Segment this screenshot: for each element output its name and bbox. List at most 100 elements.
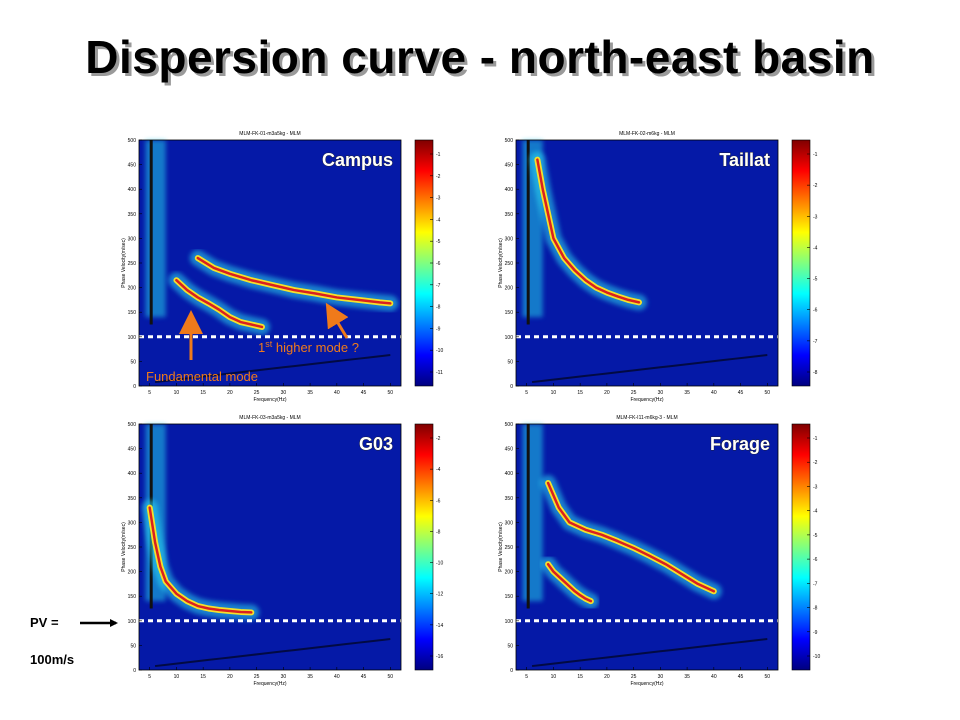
y-tick-label: 400 (128, 471, 137, 477)
y-tick-label: 500 (128, 138, 137, 144)
colorbar (791, 423, 811, 671)
colorbar-tick-label: -6 (813, 308, 818, 314)
colorbar-tick-label: -6 (813, 557, 818, 563)
x-axis-label: Frequency(Hz) (630, 681, 663, 687)
colorbar-tick-label: -8 (813, 370, 818, 376)
site-label-campus: Campus (322, 150, 393, 170)
colorbar (414, 423, 434, 671)
x-tick-label: 20 (227, 674, 233, 680)
y-tick-label: 300 (128, 236, 137, 242)
y-tick-label: 350 (505, 496, 514, 502)
x-tick-label: 20 (604, 674, 610, 680)
mode-a-peak (546, 562, 593, 603)
y-axis-label: Phase Velocity(m/sec) (498, 522, 504, 572)
x-tick-label: 20 (604, 390, 610, 396)
y-tick-label: 500 (505, 422, 514, 428)
slide-title: Dispersion curve - north-east basin (85, 31, 875, 83)
colorbar-tick-label: -8 (813, 606, 818, 612)
colorbar-tick-label: -10 (813, 654, 820, 660)
y-tick-label: 250 (505, 261, 514, 267)
y-tick-label: 300 (505, 520, 514, 526)
dispersion-plot-g03: 0 50 100 150 200 250 300 350 400 450 500 5 10 15 20 25 3… (115, 412, 535, 692)
mode-b-peak (196, 256, 392, 305)
y-tick-label: 250 (505, 545, 514, 551)
x-tick-label: 45 (361, 674, 367, 680)
y-tick-label: 450 (128, 163, 137, 169)
y-tick-label: 450 (128, 447, 137, 453)
colorbar-tick-label: -3 (813, 214, 818, 220)
x-tick-label: 5 (525, 390, 528, 396)
x-tick-label: 35 (307, 390, 313, 396)
y-tick-label: 100 (128, 335, 137, 341)
x-tick-label: 10 (551, 390, 557, 396)
site-label-taillat: Taillat (719, 150, 770, 170)
colorbar-tick-label: -2 (813, 460, 818, 466)
colorbar-tick-label: -7 (436, 283, 441, 289)
y-tick-label: 0 (133, 384, 136, 390)
y-tick-label: 150 (128, 594, 137, 600)
colorbar-tick-label: -2 (813, 183, 818, 189)
y-tick-label: 100 (505, 619, 514, 625)
y-tick-label: 400 (505, 471, 514, 477)
g03-chart-svg: 0 50 100 150 200 250 300 350 400 450 500 5 10 15 20 25 3… (121, 415, 443, 687)
colorbar-tick-label: -10 (436, 348, 443, 354)
y-tick-label: 250 (128, 545, 137, 551)
colorbar-tick-label: -2 (436, 436, 441, 442)
aliasing-curve (154, 638, 391, 668)
x-tick-label: 50 (765, 674, 771, 680)
colorbar-tick-label: -6 (436, 498, 441, 504)
mode-b-peak (546, 481, 716, 593)
colorbar-tick-label: -12 (436, 592, 443, 598)
site-label-forage: Forage (710, 434, 770, 454)
y-tick-label: 200 (128, 570, 137, 576)
x-tick-label: 10 (174, 390, 180, 396)
x-tick-label: 10 (174, 674, 180, 680)
y-tick-label: 50 (130, 359, 136, 365)
y-axis-label: Phase Velocity(m/sec) (498, 238, 504, 288)
colorbar-tick-label: -1 (813, 152, 818, 158)
y-tick-label: 500 (505, 138, 514, 144)
colorbar-tick-label: -4 (436, 467, 441, 473)
x-tick-label: 40 (334, 390, 340, 396)
colorbar-tick-label: -1 (436, 152, 441, 158)
x-axis-label: Frequency(Hz) (253, 681, 286, 687)
colorbar-tick-label: -5 (436, 239, 441, 245)
y-axis-label: Phase Velocity(m/sec) (121, 522, 127, 572)
colorbar-tick-label: -14 (436, 623, 443, 629)
y-tick-label: 350 (128, 496, 137, 502)
x-tick-label: 30 (658, 674, 664, 680)
y-tick-label: 150 (505, 310, 514, 316)
y-tick-label: 300 (128, 520, 137, 526)
y-tick-label: 0 (510, 668, 513, 674)
y-tick-label: 100 (128, 619, 137, 625)
colorbar-tick-label: -4 (813, 245, 818, 251)
y-tick-label: 200 (505, 570, 514, 576)
x-axis-label: Frequency(Hz) (253, 397, 286, 403)
low-frequency-band (145, 140, 166, 318)
x-tick-label: 25 (631, 674, 637, 680)
y-tick-label: 150 (505, 594, 514, 600)
plot-small-title: MLM-FK-02-m6kg - MLM (619, 131, 675, 137)
x-tick-label: 35 (307, 674, 313, 680)
x-tick-label: 45 (361, 390, 367, 396)
mode-a-peak (175, 278, 264, 329)
x-tick-label: 15 (577, 674, 583, 680)
campus-chart-svg: 0 50 100 150 200 250 300 350 400 450 500 5 10 15 20 25 3… (121, 131, 443, 403)
y-tick-label: 450 (505, 163, 514, 169)
dispersion-plot-campus: 0 50 100 150 200 250 300 350 400 450 500 5 10 15 20 25 3… (115, 128, 535, 408)
y-axis-label: Phase Velocity(m/sec) (121, 238, 127, 288)
y-tick-label: 300 (505, 236, 514, 242)
mode-a-peak (148, 506, 253, 614)
x-tick-label: 30 (281, 674, 287, 680)
dispersion-plot-forage: 0 50 100 150 200 250 300 350 400 450 500 5 10 15 20 25 3… (492, 412, 912, 692)
y-tick-label: 350 (128, 212, 137, 218)
x-tick-label: 5 (525, 674, 528, 680)
forage-chart-svg: 0 50 100 150 200 250 300 350 400 450 500 5 10 15 20 25 3… (498, 415, 820, 687)
dispersion-plot-taillat: 0 50 100 150 200 250 300 350 400 450 500 5 10 15 20 25 3… (492, 128, 912, 408)
aliasing-curve (154, 354, 391, 384)
colorbar-tick-label: -7 (813, 339, 818, 345)
y-tick-label: 150 (128, 310, 137, 316)
pv-value-label: 100m/s (30, 652, 75, 667)
colorbar-tick-label: -5 (813, 533, 818, 539)
colorbar-tick-label: -8 (436, 529, 441, 535)
